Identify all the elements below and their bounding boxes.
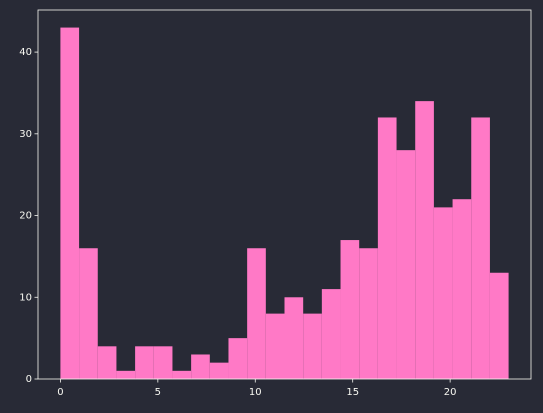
y-tick-label: 20: [19, 211, 32, 222]
bar: [489, 272, 509, 379]
axes-frame: [37, 9, 532, 380]
y-tick-label: 40: [19, 47, 32, 58]
bar: [359, 248, 378, 379]
bar: [452, 199, 472, 379]
x-tick-label: 10: [249, 387, 262, 398]
bar: [340, 240, 360, 379]
bar: [284, 297, 304, 379]
bar: [396, 150, 416, 379]
bar: [247, 248, 266, 379]
bar: [191, 354, 210, 379]
bar: [172, 370, 192, 379]
y-tick-label: 0: [26, 374, 32, 385]
bar: [209, 362, 229, 379]
bar: [303, 313, 322, 379]
bar: [415, 101, 434, 379]
x-tick-label: 20: [444, 387, 457, 398]
bar: [153, 346, 173, 379]
bar: [135, 346, 154, 379]
bar: [433, 207, 453, 379]
bar: [97, 346, 117, 379]
bar: [116, 370, 136, 379]
bar: [60, 27, 80, 379]
bar: [377, 117, 397, 379]
x-tick-label: 15: [346, 387, 359, 398]
bar: [79, 248, 98, 379]
bar: [265, 313, 285, 379]
x-tick-label: 0: [57, 387, 63, 398]
bar: [471, 117, 490, 379]
bar: [228, 338, 248, 379]
bar: [321, 289, 341, 379]
x-tick-label: 5: [155, 387, 161, 398]
y-tick-label: 10: [19, 292, 32, 303]
y-tick-label: 30: [19, 129, 32, 140]
